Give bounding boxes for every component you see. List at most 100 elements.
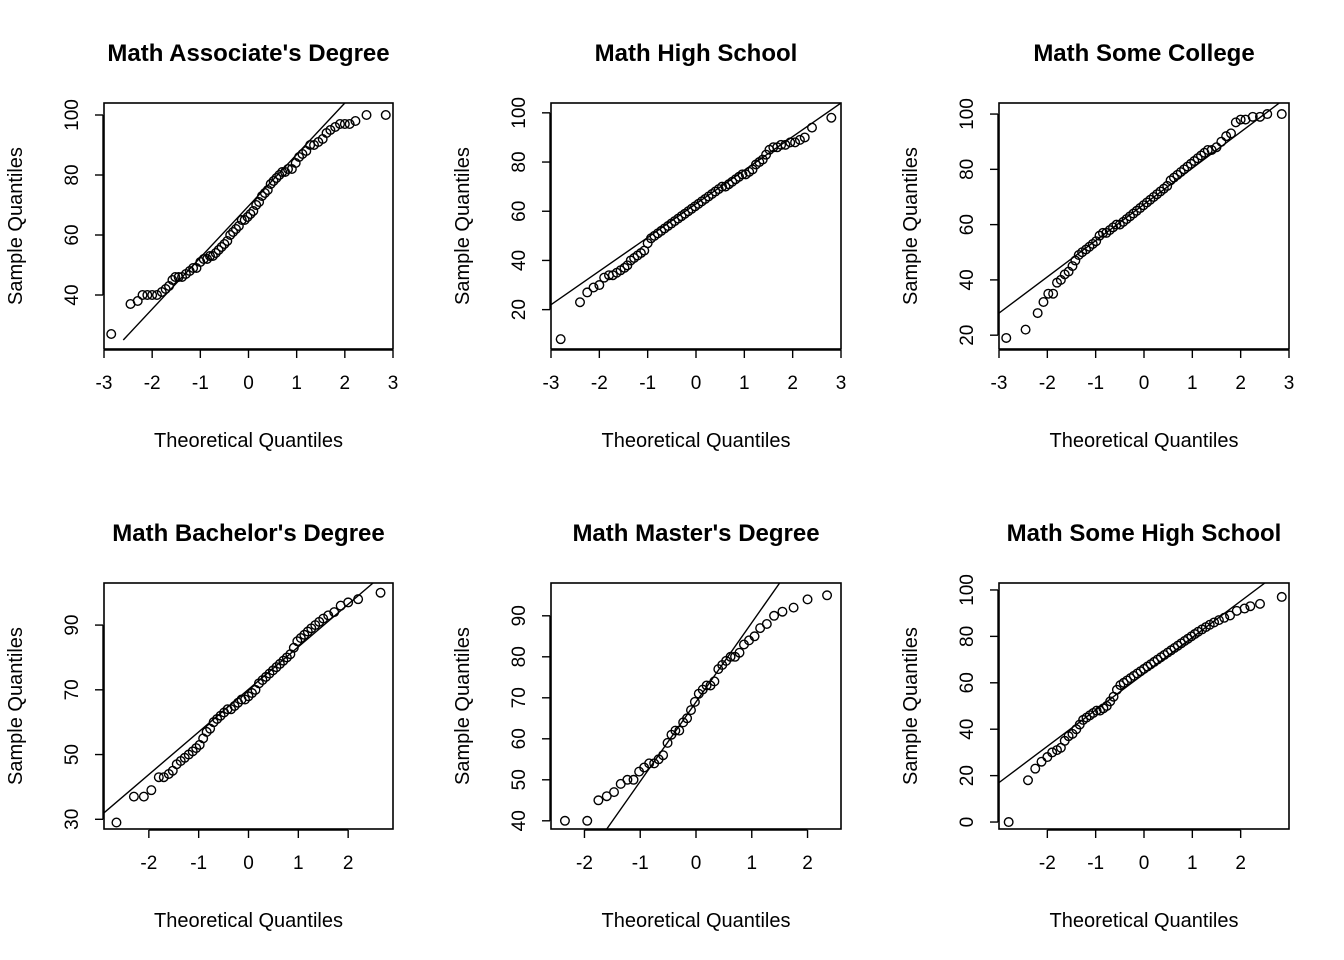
data-points [1001, 109, 1287, 343]
data-point [1192, 153, 1203, 164]
data-point [226, 704, 237, 715]
data-point [685, 705, 696, 716]
data-point [230, 223, 241, 234]
data-point [622, 260, 633, 271]
data-point [1087, 238, 1098, 249]
data-points [106, 109, 391, 340]
data-point [271, 172, 282, 183]
data-point [281, 652, 292, 663]
y-tick-label: 20 [509, 299, 530, 320]
y-tick-label: 80 [957, 159, 978, 180]
y-axis-label: Sample Quantiles [5, 147, 27, 305]
data-point [201, 726, 212, 737]
data-point [243, 691, 254, 702]
data-point [1162, 180, 1173, 191]
data-point [380, 109, 391, 120]
data-point [1262, 109, 1273, 120]
data-point [1196, 150, 1207, 161]
y-tick-label: 40 [509, 810, 530, 831]
x-tick-label: 0 [1139, 853, 1150, 874]
data-point [343, 597, 354, 608]
x-tick-label: -3 [543, 373, 560, 394]
data-point [147, 290, 158, 301]
data-point [361, 109, 372, 120]
y-tick-label: 100 [62, 99, 83, 131]
y-tick-label: 90 [62, 615, 83, 636]
data-point [1131, 205, 1142, 216]
data-point [1084, 241, 1095, 252]
data-point [268, 175, 279, 186]
data-points [559, 590, 833, 826]
data-point [254, 196, 265, 207]
data-point [1080, 244, 1091, 255]
data-point [256, 190, 267, 201]
data-point [601, 791, 612, 802]
data-point [1216, 136, 1227, 147]
data-point [299, 629, 310, 640]
data-point [747, 164, 758, 175]
qq-reference-line [122, 103, 346, 341]
x-tick-label: -1 [632, 853, 649, 874]
x-axis-label: Theoretical Quantiles [602, 430, 791, 452]
data-point [582, 815, 593, 826]
data-point [1108, 222, 1119, 233]
x-tick-label: -2 [591, 373, 608, 394]
data-point [1247, 111, 1258, 122]
x-tick-label: 2 [787, 373, 798, 394]
x-tick-label: -1 [192, 373, 209, 394]
data-point [228, 226, 239, 237]
data-point [215, 710, 226, 721]
data-point [1152, 189, 1163, 200]
data-point [802, 594, 813, 605]
x-tick-label: -1 [1087, 853, 1104, 874]
x-tick-label: 3 [388, 373, 399, 394]
x-tick-label: -1 [1087, 373, 1104, 394]
data-point [780, 139, 791, 150]
data-point [555, 334, 566, 345]
data-point [1221, 131, 1232, 142]
data-point [575, 297, 586, 308]
chart-title: Math High School [595, 40, 798, 67]
y-tick-label: 20 [957, 325, 978, 346]
y-tick-label: 30 [62, 809, 83, 830]
data-points [1003, 591, 1287, 828]
y-tick-label: 80 [509, 646, 530, 667]
data-point [785, 137, 796, 148]
data-point [339, 118, 350, 129]
data-point [674, 725, 685, 736]
data-point [1135, 203, 1146, 214]
x-tick-label: 3 [1284, 373, 1295, 394]
data-point [1172, 169, 1183, 180]
data-point [1141, 197, 1152, 208]
chart-title: Math Associate's Degree [107, 40, 389, 67]
x-tick-label: 1 [291, 373, 302, 394]
data-point [769, 610, 780, 621]
y-tick-label: 60 [509, 728, 530, 749]
data-point [1209, 617, 1220, 628]
data-point [1067, 261, 1078, 272]
data-point [302, 626, 313, 637]
data-point [701, 680, 712, 691]
data-point [274, 658, 285, 669]
x-tick-label: 0 [691, 853, 702, 874]
y-axis-label: Sample Quantiles [452, 627, 474, 785]
data-point [1048, 288, 1059, 299]
data-point [822, 590, 833, 601]
data-point [1036, 756, 1047, 767]
data-point [1276, 109, 1287, 120]
x-tick-label: 2 [802, 853, 813, 874]
data-point [128, 791, 139, 802]
plot-frame [103, 582, 394, 830]
data-point [274, 169, 285, 180]
data-point [344, 118, 355, 129]
data-point [709, 676, 720, 687]
data-point [294, 151, 305, 162]
data-point [776, 139, 787, 150]
data-point [1148, 191, 1159, 202]
data-point [264, 668, 275, 679]
data-points [555, 112, 837, 345]
data-point [737, 169, 748, 180]
data-point [167, 275, 178, 286]
data-point [1030, 763, 1041, 774]
qq-reference-line [551, 103, 841, 306]
